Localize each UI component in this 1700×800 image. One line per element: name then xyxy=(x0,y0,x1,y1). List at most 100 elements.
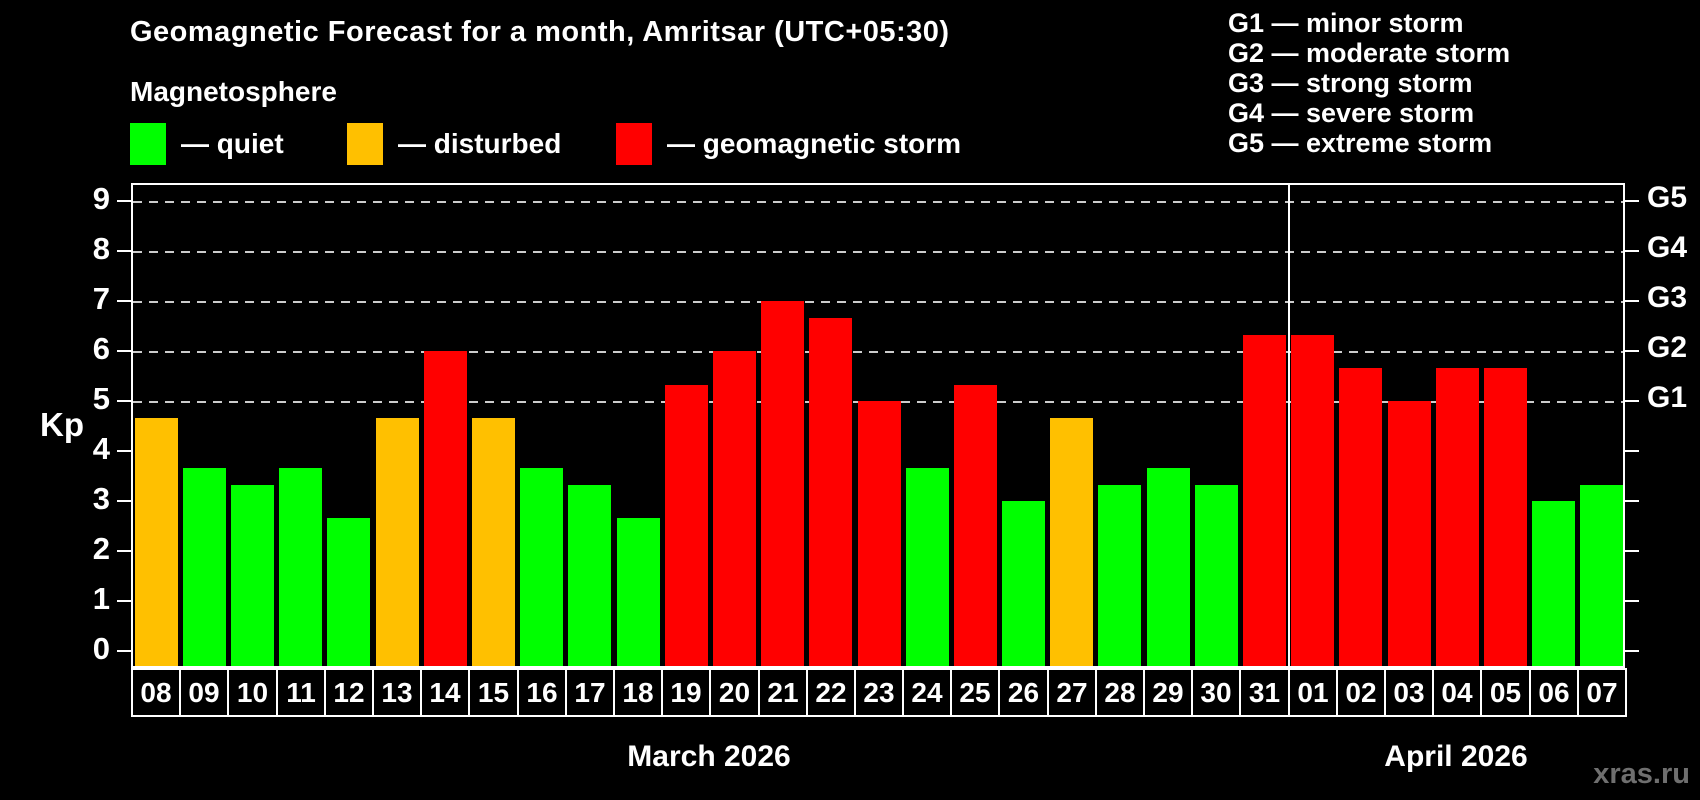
y-axis-tick-right xyxy=(1625,500,1639,502)
y-axis-tick-left xyxy=(117,350,131,352)
g4-legend-line: G4 — severe storm xyxy=(1228,98,1475,128)
g-scale-tick-label-g3: G3 xyxy=(1647,281,1688,314)
kp-bar-day-28 xyxy=(1098,485,1141,666)
kp-bar-day-04 xyxy=(1436,368,1479,666)
y-axis-tick-label: 9 xyxy=(92,181,110,216)
day-label-31: 31 xyxy=(1239,668,1290,717)
day-label-14: 14 xyxy=(420,668,470,717)
day-label-29: 29 xyxy=(1143,668,1193,717)
g-scale-tick-label-g4: G4 xyxy=(1647,231,1688,264)
subtitle-magnetosphere: Magnetosphere xyxy=(130,76,337,107)
day-label-05: 05 xyxy=(1480,668,1531,717)
day-label-24: 24 xyxy=(902,668,952,717)
gridline-kp-7 xyxy=(133,301,1623,303)
day-label-28: 28 xyxy=(1095,668,1145,717)
kp-bar-day-24 xyxy=(906,468,949,666)
page-title: Geomagnetic Forecast for a month, Amrits… xyxy=(130,16,950,48)
legend-item-disturbed: — disturbed xyxy=(347,120,561,168)
kp-bar-day-14 xyxy=(424,351,467,666)
y-axis-tick-label: 6 xyxy=(92,331,110,366)
y-axis-tick-right xyxy=(1625,650,1639,652)
kp-bar-day-15 xyxy=(472,418,515,666)
g5-legend-line: G5 — extreme storm xyxy=(1228,128,1493,158)
kp-bar-day-08 xyxy=(135,418,178,666)
y-axis-tick-left xyxy=(117,400,131,402)
day-label-04: 04 xyxy=(1432,668,1482,717)
quiet-color-swatch xyxy=(130,123,166,165)
day-label-21: 21 xyxy=(758,668,808,717)
day-label-18: 18 xyxy=(613,668,663,717)
day-label-25: 25 xyxy=(950,668,1000,717)
kp-bar-day-05 xyxy=(1484,368,1527,666)
day-label-09: 09 xyxy=(179,668,229,717)
y-axis-tick-left xyxy=(117,200,131,202)
kp-bar-day-01 xyxy=(1291,335,1334,666)
legend-item-storm: — geomagnetic storm xyxy=(616,120,961,168)
kp-bar-day-06 xyxy=(1532,501,1575,666)
y-axis-tick-label: 0 xyxy=(92,631,110,666)
kp-bar-day-23 xyxy=(858,401,901,666)
kp-bar-day-13 xyxy=(376,418,419,666)
legend-label-quiet: — quiet xyxy=(181,128,284,159)
day-label-19: 19 xyxy=(661,668,711,717)
y-axis-tick-left xyxy=(117,600,131,602)
kp-bar-day-11 xyxy=(279,468,322,666)
plot-area xyxy=(131,183,1625,668)
g-scale-tick-label-g2: G2 xyxy=(1647,331,1688,364)
day-label-16: 16 xyxy=(517,668,567,717)
kp-bar-day-21 xyxy=(761,301,804,666)
y-axis-tick-right xyxy=(1625,450,1639,452)
y-axis-tick-left xyxy=(117,250,131,252)
g-scale-legend: G1 — minor storm G2 — moderate storm G3 … xyxy=(1228,8,1510,158)
y-axis-tick-left xyxy=(117,550,131,552)
y-axis-tick-label: 1 xyxy=(92,581,110,616)
day-label-02: 02 xyxy=(1336,668,1386,717)
g2-legend-line: G2 — moderate storm xyxy=(1228,38,1511,68)
day-label-03: 03 xyxy=(1384,668,1434,717)
y-axis-tick-left xyxy=(117,650,131,652)
watermark-xras: xras.ru xyxy=(1593,758,1690,790)
y-axis-tick-label: 8 xyxy=(92,231,110,266)
kp-bar-day-03 xyxy=(1388,401,1431,666)
day-label-01: 01 xyxy=(1288,668,1338,717)
kp-bar-day-20 xyxy=(713,351,756,666)
y-axis-tick-right xyxy=(1625,400,1639,402)
g-scale-tick-label-g1: G1 xyxy=(1647,381,1688,414)
y-axis-tick-left xyxy=(117,450,131,452)
y-axis-title-kp: Kp xyxy=(40,406,84,443)
day-label-23: 23 xyxy=(854,668,904,717)
day-label-26: 26 xyxy=(998,668,1049,717)
day-label-27: 27 xyxy=(1047,668,1097,717)
day-label-10: 10 xyxy=(227,668,278,717)
kp-bar-day-12 xyxy=(327,518,370,666)
y-axis-tick-left xyxy=(117,300,131,302)
month-label: March 2026 xyxy=(627,740,791,773)
kp-bar-day-18 xyxy=(617,518,660,666)
y-axis-tick-left xyxy=(117,500,131,502)
y-axis-tick-label: 5 xyxy=(92,381,110,416)
y-axis-tick-label: 7 xyxy=(92,281,110,316)
day-label-17: 17 xyxy=(565,668,615,717)
kp-bar-day-30 xyxy=(1195,485,1238,666)
kp-bar-day-29 xyxy=(1147,468,1190,666)
kp-bar-day-22 xyxy=(809,318,852,666)
storm-color-swatch xyxy=(616,123,652,165)
day-label-13: 13 xyxy=(372,668,422,717)
day-label-06: 06 xyxy=(1529,668,1579,717)
y-axis-tick-right xyxy=(1625,600,1639,602)
gridline-kp-9 xyxy=(133,201,1623,203)
day-label-20: 20 xyxy=(709,668,760,717)
day-label-11: 11 xyxy=(276,668,326,717)
legend-label-storm: — geomagnetic storm xyxy=(667,128,962,159)
kp-bar-day-31 xyxy=(1243,335,1286,666)
y-axis-tick-right xyxy=(1625,250,1639,252)
day-label-30: 30 xyxy=(1191,668,1241,717)
y-axis-tick-label: 2 xyxy=(92,531,110,566)
gridline-kp-8 xyxy=(133,251,1623,253)
kp-bar-day-07 xyxy=(1580,485,1623,666)
y-axis-tick-label: 3 xyxy=(92,481,110,516)
day-label-07: 07 xyxy=(1577,668,1627,717)
y-axis-tick-right xyxy=(1625,350,1639,352)
legend-label-disturbed: — disturbed xyxy=(398,128,562,159)
